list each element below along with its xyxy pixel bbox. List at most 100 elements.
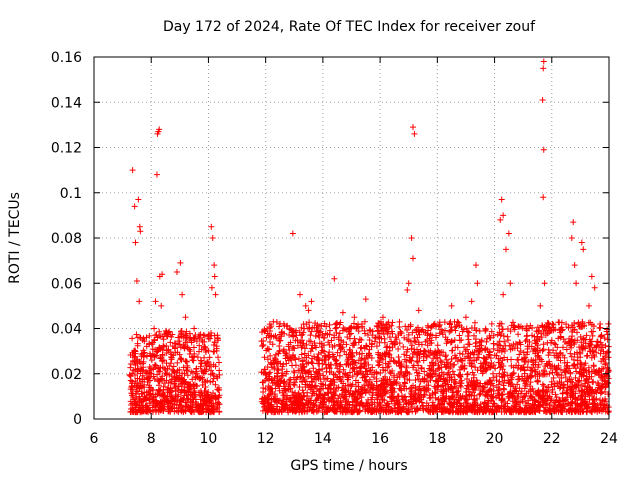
data-point	[554, 344, 561, 351]
data-point	[429, 332, 436, 339]
data-point	[141, 384, 148, 391]
data-point	[311, 390, 318, 397]
data-point	[131, 347, 138, 354]
data-point	[130, 367, 137, 374]
data-point	[457, 394, 464, 401]
data-point	[204, 392, 211, 399]
data-point	[289, 230, 296, 237]
data-point	[427, 394, 434, 401]
data-point	[486, 376, 493, 383]
data-point	[505, 395, 512, 402]
data-point	[277, 320, 284, 327]
data-point	[358, 344, 365, 351]
data-point	[209, 235, 216, 241]
data-point	[425, 348, 432, 355]
data-point	[264, 393, 271, 400]
data-point	[363, 343, 370, 350]
data-point	[154, 365, 161, 372]
data-point	[292, 356, 299, 363]
data-point	[137, 383, 144, 390]
data-point	[366, 402, 373, 409]
data-point	[319, 331, 326, 338]
data-point	[395, 353, 402, 360]
data-point	[578, 239, 585, 246]
data-point	[387, 394, 394, 401]
data-point	[163, 349, 170, 356]
data-point	[459, 357, 466, 364]
data-point	[274, 359, 281, 366]
data-point	[590, 323, 597, 330]
data-point	[212, 363, 219, 370]
data-point	[489, 408, 496, 415]
data-point	[504, 372, 511, 379]
data-point	[310, 376, 317, 383]
data-point	[535, 387, 542, 394]
data-point	[321, 348, 328, 355]
data-point	[354, 370, 361, 377]
data-point	[502, 342, 509, 349]
data-point	[175, 341, 182, 348]
data-point	[401, 356, 408, 363]
data-point	[149, 346, 156, 353]
data-point	[259, 396, 266, 403]
data-point	[328, 380, 335, 387]
data-point	[271, 391, 278, 398]
data-point	[434, 355, 441, 362]
data-point	[513, 398, 520, 405]
data-point	[287, 325, 294, 332]
data-point	[199, 393, 206, 400]
data-point	[134, 334, 141, 341]
data-point	[498, 196, 505, 203]
data-point	[402, 393, 409, 400]
data-point	[509, 319, 516, 326]
data-point	[605, 409, 612, 416]
data-point	[299, 331, 306, 338]
data-point	[443, 395, 450, 402]
data-point	[365, 361, 372, 368]
y-tick-label: 0.06	[51, 276, 82, 292]
data-point	[446, 365, 453, 372]
data-point	[346, 325, 353, 332]
data-point	[544, 362, 551, 369]
data-point	[449, 392, 456, 399]
data-point	[404, 409, 411, 416]
data-point	[480, 368, 487, 375]
data-point	[305, 401, 312, 408]
data-point	[208, 223, 215, 230]
data-point	[314, 327, 321, 334]
data-point	[553, 394, 560, 401]
data-point	[299, 387, 306, 394]
data-point	[336, 330, 343, 337]
data-point	[325, 394, 332, 401]
data-point	[521, 393, 528, 400]
data-point	[376, 361, 383, 368]
data-point	[194, 354, 201, 361]
data-point	[571, 361, 578, 368]
data-point	[534, 371, 541, 378]
gridlines	[94, 57, 609, 419]
data-point	[348, 408, 355, 415]
data-point	[290, 381, 297, 388]
data-point	[205, 406, 212, 413]
data-point	[435, 395, 442, 402]
data-point	[323, 368, 330, 375]
y-tick-label: 0.08	[51, 231, 82, 247]
data-point	[408, 342, 415, 349]
data-point	[361, 318, 368, 325]
data-point	[358, 321, 365, 328]
data-point	[580, 246, 587, 253]
data-point	[214, 399, 221, 406]
data-point	[457, 371, 464, 378]
data-point	[271, 374, 278, 381]
data-point	[550, 324, 557, 331]
data-point	[380, 321, 387, 328]
data-point	[452, 323, 459, 330]
data-point	[336, 376, 343, 383]
data-point	[522, 358, 529, 365]
data-point	[519, 375, 526, 382]
data-point	[265, 402, 272, 409]
data-point	[305, 359, 312, 366]
data-point	[557, 366, 564, 373]
data-point	[319, 360, 326, 367]
data-point	[562, 397, 569, 404]
